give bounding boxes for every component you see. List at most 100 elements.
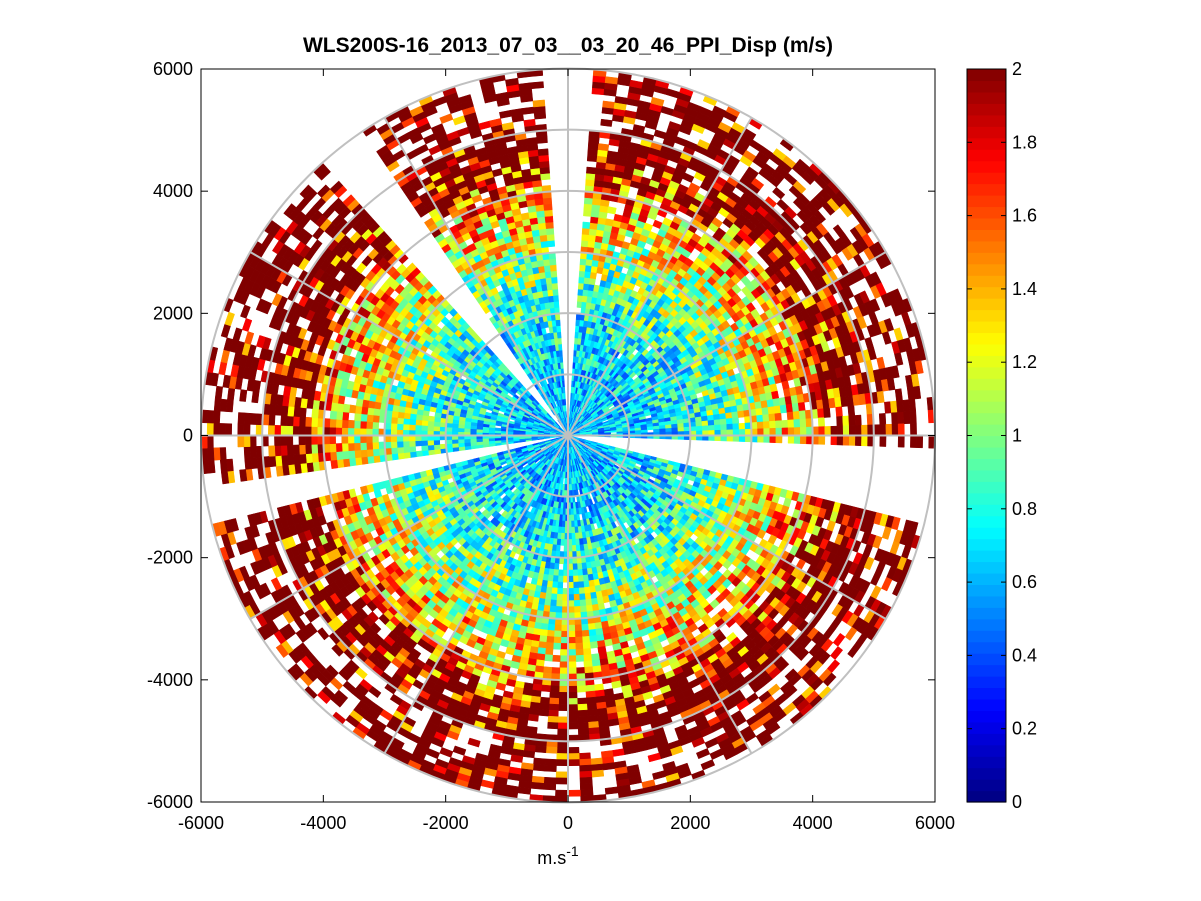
ppi-cell — [577, 575, 584, 583]
ppi-cell — [578, 593, 586, 601]
ppi-cell — [725, 412, 733, 420]
ppi-cell — [589, 277, 596, 286]
ppi-cell — [409, 418, 417, 426]
ppi-cell — [550, 270, 558, 278]
ppi-cell — [570, 508, 574, 516]
ppi-cell — [414, 424, 422, 431]
ppi-cell — [573, 599, 581, 607]
ppi-cell — [584, 592, 592, 601]
ppi-cell — [730, 405, 738, 413]
ppi-cell — [396, 446, 405, 454]
ppi-cell — [451, 427, 459, 432]
ppi-cell — [391, 410, 399, 418]
ppi-cell — [421, 419, 429, 426]
ppi-cell — [755, 407, 763, 416]
ppi-cell — [396, 423, 404, 430]
ppi-cell — [579, 258, 587, 266]
ppi-cell — [549, 264, 557, 272]
ppi-cell — [579, 264, 587, 272]
ppi-cell — [553, 294, 559, 302]
ppi-cell — [427, 415, 436, 422]
ppi-cell — [547, 289, 554, 297]
ppi-cell — [701, 425, 709, 432]
ppi-cell — [732, 423, 740, 430]
ppi-cell — [575, 544, 581, 552]
ppi-cell — [562, 386, 566, 394]
ppi-cell — [557, 575, 564, 583]
ppi-cell — [571, 538, 576, 546]
ppi-cell — [476, 438, 483, 443]
ppi-cell — [550, 593, 558, 601]
ppi-cell — [585, 604, 593, 613]
ppi-cell — [548, 301, 555, 309]
ppi-cell — [421, 424, 428, 431]
ppi-cell — [421, 445, 429, 452]
ppi-cell — [719, 418, 727, 426]
ppi-cell — [427, 425, 435, 432]
ppi-cell — [589, 271, 597, 280]
ppi-cell — [557, 569, 564, 577]
ppi-cell — [577, 569, 583, 577]
ppi-cell — [414, 440, 422, 447]
ppi-cell — [560, 362, 564, 369]
ppi-cell — [578, 270, 586, 278]
ppi-cell — [726, 423, 734, 431]
ppi-cell — [581, 562, 588, 570]
ppi-cell — [544, 270, 552, 279]
ppi-cell — [551, 282, 559, 290]
ppi-cell — [433, 425, 441, 432]
ppi-cell — [640, 429, 648, 434]
ppi-cell — [571, 545, 577, 552]
ppi-cell — [543, 604, 551, 613]
ppi-cell — [402, 417, 411, 425]
ppi-cell — [725, 417, 734, 425]
ppi-cell — [433, 439, 441, 446]
ppi-cell — [610, 430, 618, 433]
ppi-cell — [557, 581, 564, 589]
ppi-cell — [695, 425, 703, 432]
ppi-cell — [457, 442, 465, 448]
ppi-cell — [572, 575, 579, 583]
ppi-cell — [570, 514, 575, 522]
ppi-cell — [469, 438, 477, 443]
chart-title: WLS200S-16_2013_07_03__03_20_46_PPI_Disp… — [303, 34, 833, 57]
ppi-cell — [415, 419, 423, 426]
ppi-cell — [557, 337, 562, 345]
ppi-cell — [402, 446, 411, 454]
ppi-cell — [494, 427, 502, 432]
ppi-cell — [570, 520, 575, 528]
ppi-cell — [585, 258, 593, 267]
ppi-cell — [572, 563, 578, 571]
ppi-cell — [553, 300, 560, 309]
ppi-cell — [451, 442, 459, 448]
ppi-cell — [553, 569, 559, 577]
ppi-cell — [577, 282, 585, 290]
ppi-cell — [482, 438, 489, 442]
ppi-cell — [543, 598, 552, 607]
ppi-cell — [552, 288, 559, 296]
ppi-cell — [584, 264, 593, 273]
ppi-cell — [409, 451, 417, 458]
ppi-cell — [548, 295, 555, 303]
ppi-cell — [433, 444, 441, 450]
ppi-cell — [700, 415, 709, 422]
ppi-cell — [549, 599, 557, 607]
ppi-cell — [556, 325, 562, 333]
ppi-cell — [546, 283, 553, 291]
ppi-cell — [556, 593, 563, 601]
ppi-cell — [390, 441, 398, 449]
ppi-cell — [390, 416, 398, 424]
ppi-cell — [701, 420, 709, 427]
ppi-cell — [579, 605, 587, 613]
ppi-cell — [543, 258, 551, 267]
ppi-cell — [580, 239, 589, 248]
ppi-cell — [556, 587, 563, 595]
ppi-cell — [421, 449, 429, 457]
ppi-cell — [488, 437, 496, 442]
ppi-cell — [584, 598, 593, 607]
ppi-cell — [694, 416, 703, 423]
ppi-cell — [574, 538, 580, 546]
ppi-cell — [738, 422, 746, 430]
ppi-cell — [573, 593, 580, 601]
ppi-cell — [409, 445, 417, 453]
